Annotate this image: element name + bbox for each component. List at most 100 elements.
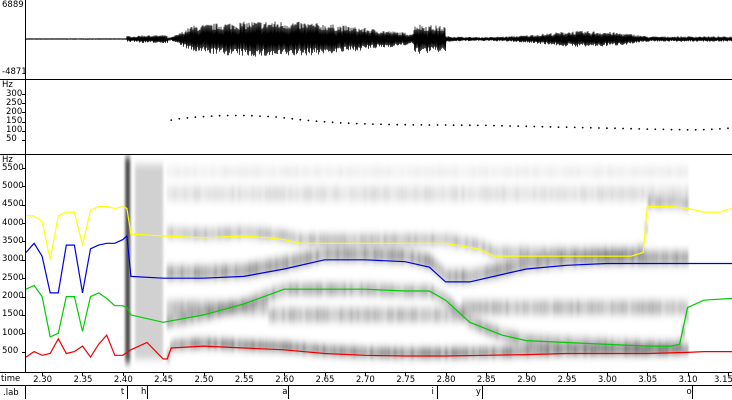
pitch-point	[589, 126, 592, 129]
segment-boundary[interactable]	[126, 386, 128, 399]
spectrogram-tick-label: 4000	[2, 217, 24, 228]
pitch-point	[468, 124, 471, 127]
spectrogram-tick-label: 1000	[2, 327, 24, 338]
pitch-point	[210, 115, 213, 117]
pitch-point	[323, 120, 326, 123]
pitch-point	[372, 123, 374, 125]
pitch-tick-label: 300	[6, 88, 23, 99]
pitch-point	[396, 123, 399, 126]
pitch-point	[662, 128, 665, 131]
pitch-point	[291, 117, 294, 120]
pitch-tick-label: 250	[6, 97, 23, 108]
pitch-point	[420, 124, 423, 126]
segment-label[interactable]: o	[686, 387, 692, 397]
segment-boundary[interactable]	[692, 386, 694, 399]
spectrogram-tick-label: 4500	[2, 199, 24, 210]
segment-label[interactable]: h	[141, 387, 147, 397]
waveform-trace	[26, 21, 732, 57]
time-axis-label: time	[1, 374, 21, 384]
segment-label[interactable]: i	[431, 387, 434, 397]
pitch-point	[598, 127, 600, 129]
time-tick-label: 2.60	[275, 375, 295, 385]
time-tick-label: 2.30	[33, 375, 53, 385]
pitch-point	[710, 128, 713, 131]
pitch-point	[364, 123, 366, 125]
pitch-point	[251, 114, 253, 117]
time-tick-mark	[687, 373, 689, 376]
time-tick-mark	[364, 373, 366, 376]
spectrogram-tick-mark	[22, 333, 25, 335]
segment-boundary[interactable]	[437, 386, 439, 399]
spectrogram-tick-label: 3500	[2, 235, 24, 246]
spectrogram-tick-label: 5000	[2, 180, 24, 191]
time-tick-label: 2.90	[517, 375, 537, 385]
formant-track-f2	[26, 284, 732, 347]
pitch-point	[719, 128, 721, 130]
pitch-axis: Hz 300 250 200 150 100 50	[0, 80, 26, 154]
pitch-point	[202, 115, 205, 118]
time-tick-mark	[526, 373, 528, 376]
pitch-point	[630, 127, 632, 130]
waveform-pane[interactable]: 6889 -4871	[0, 0, 732, 79]
pitch-point	[404, 123, 407, 126]
label-tier[interactable]: .lab t h a i y o	[0, 386, 732, 400]
time-tick-mark	[606, 373, 608, 376]
pitch-point	[444, 124, 447, 126]
pitch-point	[194, 116, 197, 119]
spectrogram-tick-mark	[22, 314, 25, 316]
pitch-plot[interactable]	[26, 80, 732, 154]
pitch-point	[186, 117, 189, 119]
pitch-point	[355, 122, 358, 125]
pitch-point	[541, 125, 544, 128]
pitch-point	[646, 128, 649, 130]
pitch-point	[509, 125, 511, 127]
spectrogram-tick-mark	[22, 204, 25, 206]
pitch-point	[678, 128, 681, 131]
segment-boundary[interactable]	[147, 386, 149, 399]
pitch-tick-mark	[22, 121, 25, 123]
pitch-pane[interactable]: Hz 300 250 200 150 100 50	[0, 80, 732, 154]
spectrogram-tick-mark	[22, 223, 25, 225]
pitch-point	[727, 127, 729, 130]
time-tick-mark	[727, 373, 729, 376]
spectrogram-tick-mark	[22, 296, 25, 298]
segment-label[interactable]: t	[120, 387, 125, 397]
time-tick-label: 3.05	[638, 375, 658, 385]
pitch-point	[452, 124, 455, 127]
pitch-point	[178, 117, 181, 120]
time-tick-label: 3.00	[597, 375, 617, 385]
pitch-point	[525, 125, 528, 128]
spectrogram-tick-label: 1500	[2, 309, 24, 320]
time-tick-mark	[203, 373, 205, 376]
time-tick-mark	[647, 373, 649, 376]
spectrogram-plot[interactable]	[26, 155, 732, 372]
spectrogram-pane[interactable]: Hz 5500 5000 4500 4000 3500 3000 2500 2000 1500 1…	[0, 155, 732, 372]
segment-boundary[interactable]	[288, 386, 290, 399]
time-tick-label: 2.95	[557, 375, 577, 385]
pitch-tick-label: 150	[6, 116, 23, 127]
time-tick-mark	[163, 373, 165, 376]
pitch-point	[331, 121, 334, 124]
segment-boundary[interactable]	[481, 386, 483, 399]
segment-label[interactable]: a	[282, 387, 288, 397]
spectrogram-axis: Hz 5500 5000 4500 4000 3500 3000 2500 2000 1500 1…	[0, 155, 26, 372]
pitch-point	[533, 125, 536, 128]
time-tick-label: 3.10	[678, 375, 698, 385]
pitch-point	[243, 114, 245, 117]
segment-label[interactable]: y	[475, 387, 481, 397]
time-tick-mark	[445, 373, 447, 376]
pitch-point	[388, 123, 390, 126]
pitch-point	[299, 118, 302, 121]
time-tick-label: 2.70	[355, 375, 375, 385]
time-tick-mark	[284, 373, 286, 376]
pitch-tick-mark	[22, 112, 25, 114]
pitch-tick-mark	[22, 103, 25, 105]
waveform-min-label: -4871	[2, 67, 27, 77]
pitch-point	[347, 122, 350, 125]
pitch-tick-label: 200	[6, 106, 23, 117]
waveform-plot[interactable]	[26, 0, 732, 79]
pitch-point	[436, 124, 439, 126]
pitch-point	[670, 128, 673, 131]
time-tick-mark	[566, 373, 568, 376]
pitch-point	[638, 128, 641, 130]
